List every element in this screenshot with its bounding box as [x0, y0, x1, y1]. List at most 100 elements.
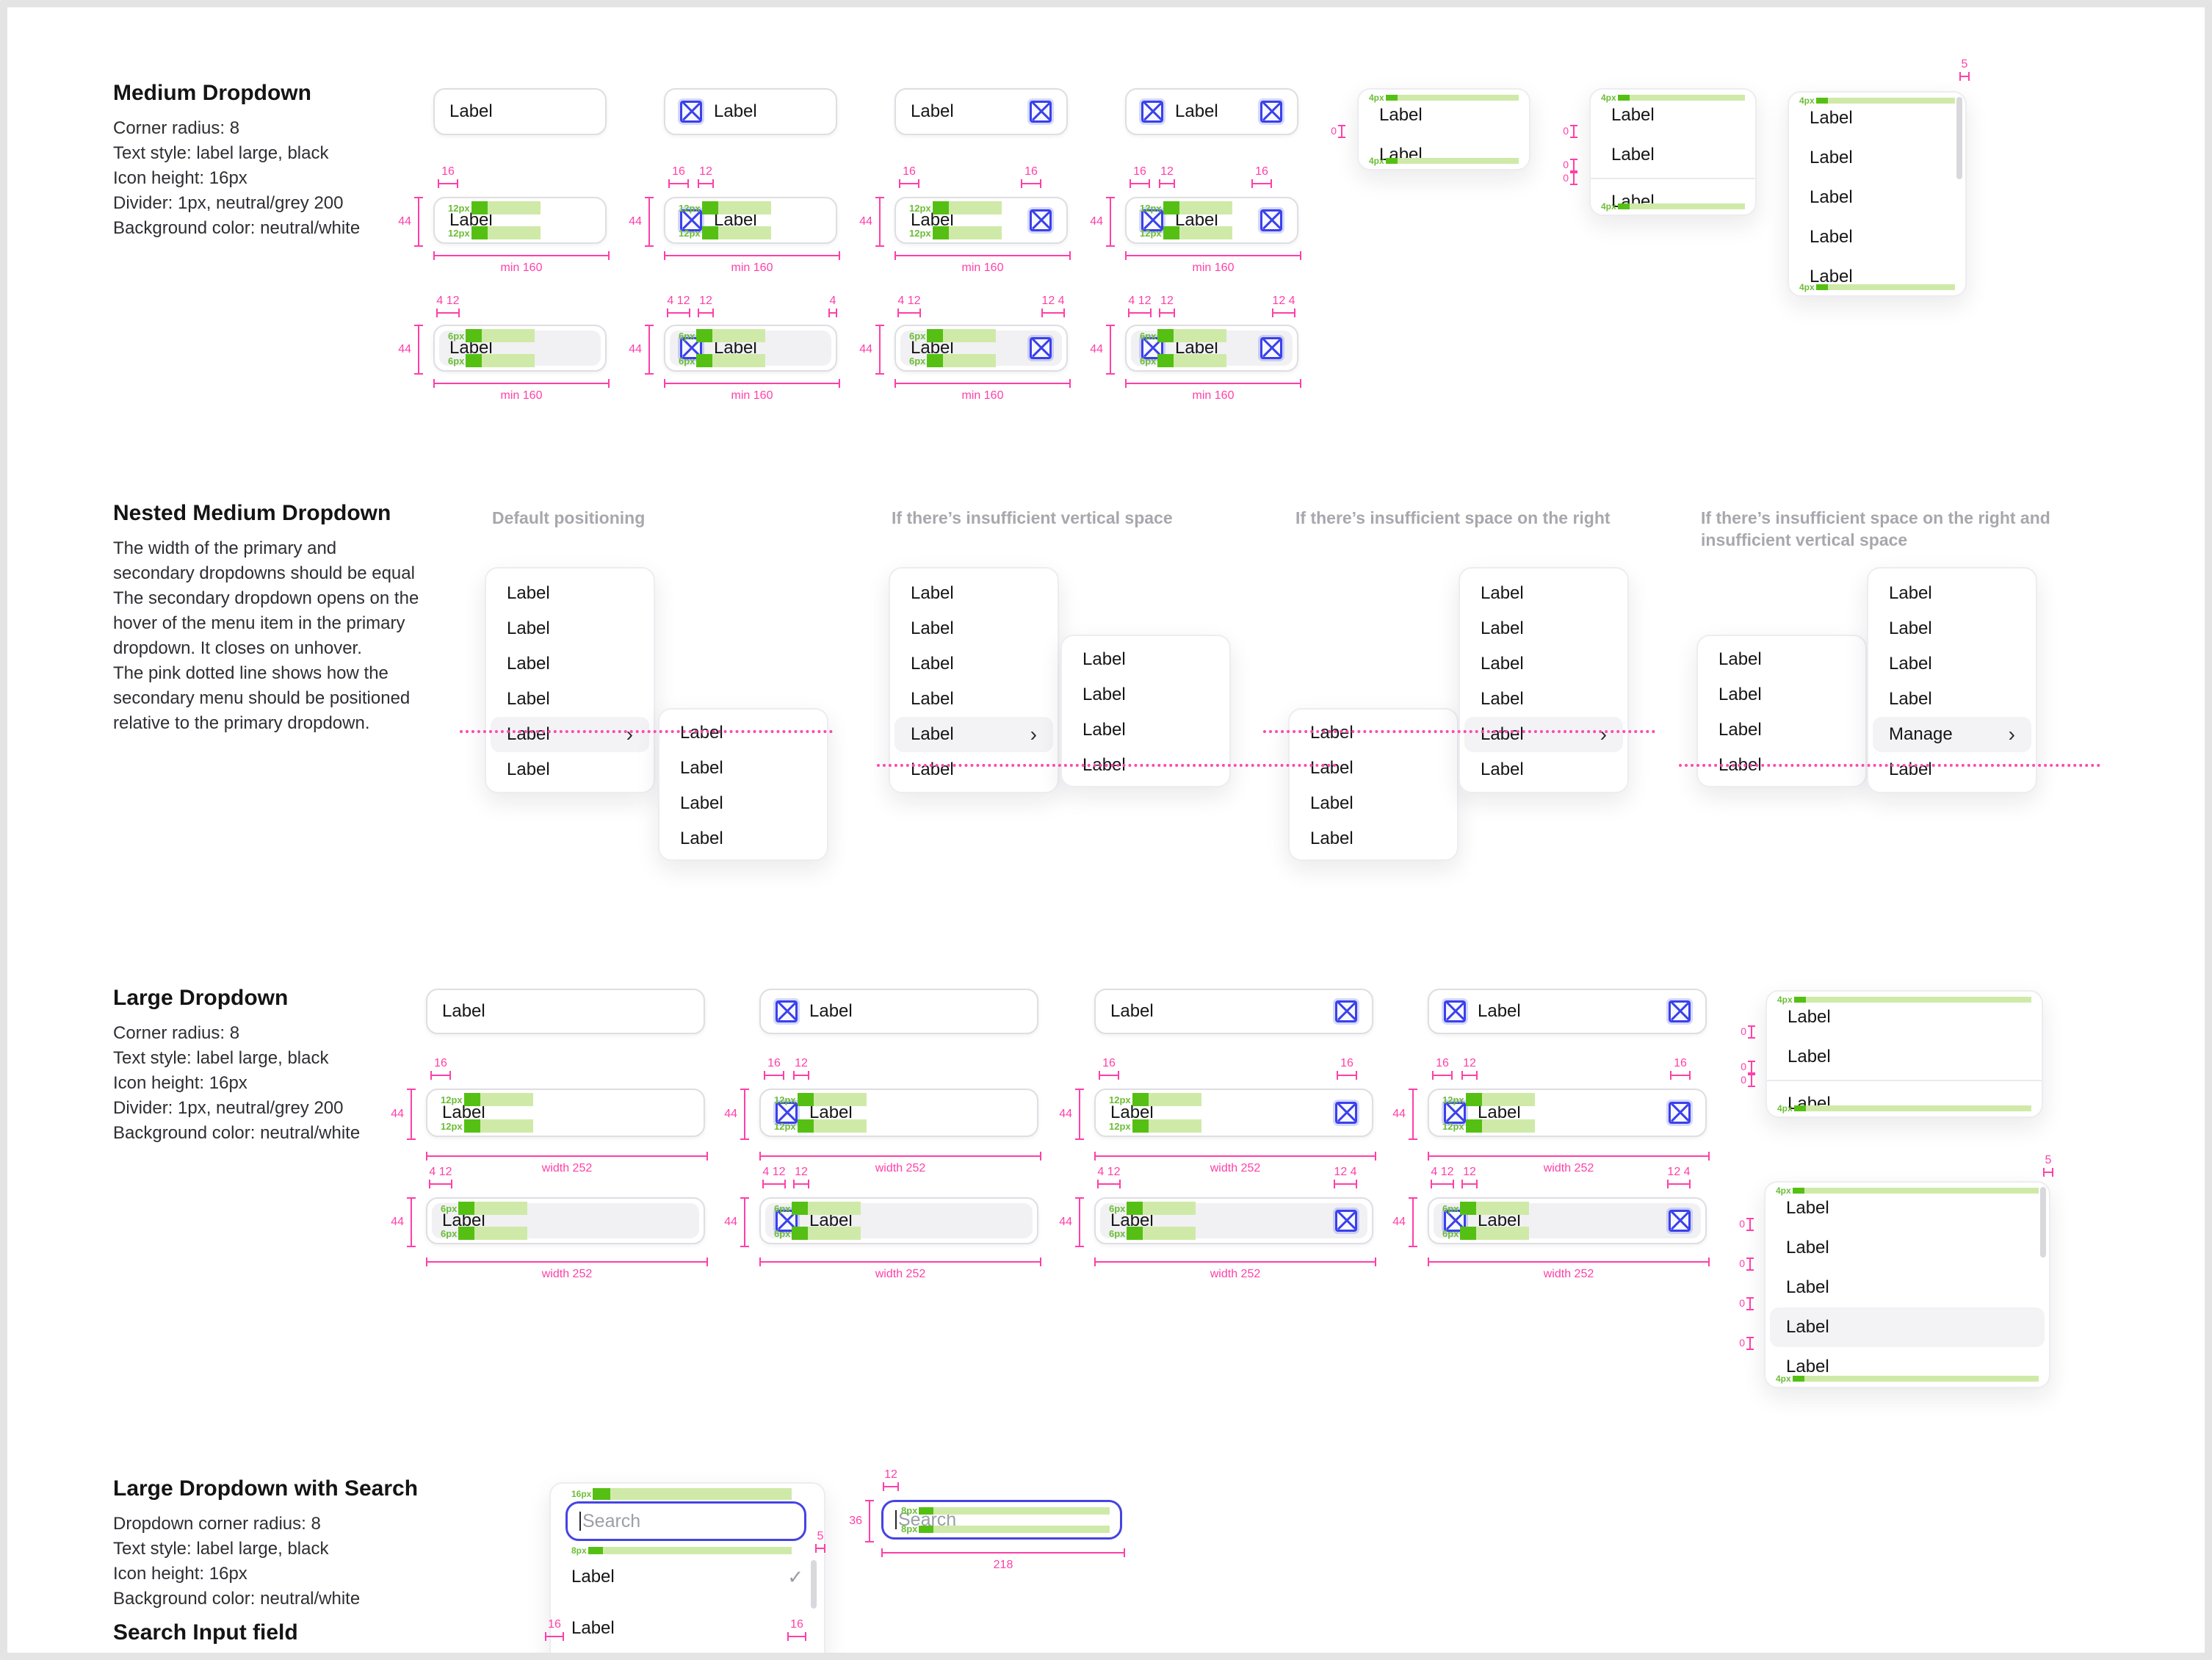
medium-dropdown-button-hover-both-icons[interactable]: 6px 6px Label — [1125, 325, 1298, 372]
menu-item[interactable]: Label — [1082, 685, 1126, 704]
menu-item[interactable]: Label — [1810, 148, 1853, 167]
large-dropdown-button-trailing-icon[interactable]: 12px 12px Label — [1094, 1089, 1373, 1137]
menu-item[interactable]: Label — [1786, 1357, 1829, 1376]
menu-item[interactable]: Label — [1718, 685, 1762, 704]
menu-item[interactable]: Label — [911, 759, 954, 779]
menu-item[interactable]: Label — [1788, 1007, 1831, 1027]
placeholder-icon — [776, 1000, 798, 1022]
medium-dropdown-button-trailing-icon[interactable]: Label — [894, 88, 1068, 135]
menu-item[interactable]: Label — [1786, 1238, 1829, 1257]
menu-item-hovered[interactable]: Label › — [1464, 717, 1623, 752]
menu-item[interactable]: Label — [571, 1618, 615, 1638]
large-dropdown-button-hover[interactable]: 6px 6px Label — [426, 1197, 705, 1244]
menu-item[interactable]: Label — [1379, 105, 1423, 125]
menu-item[interactable]: Label — [1889, 689, 1932, 709]
scrollbar[interactable] — [1956, 97, 1962, 179]
large-dropdown-button-leading-icon[interactable]: Label — [759, 989, 1038, 1034]
menu-item[interactable]: Label — [1481, 689, 1524, 709]
menu-item[interactable]: Label — [1481, 618, 1524, 638]
menu-item[interactable]: Label — [507, 583, 550, 603]
menu-item[interactable]: Label — [1082, 649, 1126, 669]
menu-item[interactable]: Label — [1788, 1047, 1831, 1067]
padding-indicator: 12px — [1140, 226, 1232, 239]
menu-item[interactable]: Label — [1310, 723, 1353, 743]
menu-item[interactable]: Label — [680, 723, 723, 743]
menu-item[interactable]: Label — [1718, 649, 1762, 669]
menu-item-selected[interactable]: Label ✓ — [551, 1557, 824, 1597]
menu-item-hovered[interactable]: Label › — [894, 717, 1053, 752]
scrollbar[interactable] — [811, 1560, 817, 1609]
menu-item[interactable]: Label — [1889, 583, 1932, 603]
menu-item[interactable]: Label — [507, 654, 550, 674]
menu-item[interactable]: Label — [1379, 145, 1423, 165]
medium-dropdown-button[interactable]: Label — [433, 88, 607, 135]
medium-dropdown-button-both-icons[interactable]: Label — [1125, 88, 1298, 135]
large-dropdown-button[interactable]: 12px 12px Label — [426, 1089, 705, 1137]
measure-12: 12 — [1461, 1057, 1478, 1080]
menu-item[interactable]: Label — [1786, 1277, 1829, 1297]
menu-item[interactable]: Label — [1481, 759, 1524, 779]
padding-indicator: 4px — [1776, 1186, 2039, 1196]
large-dropdown-button-both-icons[interactable]: 12px 12px Label — [1428, 1089, 1707, 1137]
large-dropdown-button-hover-trailing-icon[interactable]: 6px 6px Label — [1094, 1197, 1373, 1244]
medium-dropdown-button[interactable]: 12px 12px Label — [433, 197, 607, 244]
menu-item[interactable]: Label — [911, 689, 954, 709]
menu-item[interactable]: Label — [1786, 1198, 1829, 1218]
measure-12: 12 — [1159, 165, 1175, 188]
menu-item[interactable]: Label — [680, 829, 723, 848]
measure-44: 44 — [724, 1197, 749, 1247]
large-dropdown-button-hover-leading-icon[interactable]: 6px 6px Label — [759, 1197, 1038, 1244]
medium-dropdown-button-both-icons[interactable]: 12px 12px Label — [1125, 197, 1298, 244]
menu-item[interactable]: Label — [507, 618, 550, 638]
medium-dropdown-button-hover-trailing-icon[interactable]: 6px 6px Label — [894, 325, 1068, 372]
large-dropdown-button-leading-icon[interactable]: 12px 12px Label — [759, 1089, 1038, 1137]
menu-item-hovered[interactable]: Label › — [491, 717, 649, 752]
menu-item[interactable]: Label — [1082, 720, 1126, 740]
menu-item-manage-hovered[interactable]: Manage › — [1873, 717, 2031, 752]
menu-item-hovered[interactable]: Label — [1770, 1307, 2045, 1347]
menu-item[interactable]: Label — [1481, 654, 1524, 674]
menu-item[interactable]: Label — [1889, 654, 1932, 674]
medium-dropdown-button-trailing-icon[interactable]: 12px 12px Label — [894, 197, 1068, 244]
menu-item[interactable]: Label — [507, 759, 550, 779]
menu-item[interactable]: Label — [1310, 829, 1353, 848]
menu-item[interactable]: Label — [911, 654, 954, 674]
padding-indicator: 12px — [679, 226, 771, 239]
menu-item[interactable]: Label — [1810, 108, 1853, 128]
measure-min160: min 160 — [1125, 251, 1301, 274]
large-dropdown-button-hover-both-icons[interactable]: 6px 6px Label — [1428, 1197, 1707, 1244]
medium-dropdown-button-hover-leading-icon[interactable]: 6px 6px Label — [664, 325, 837, 372]
menu-item[interactable]: Label — [911, 583, 954, 603]
medium-dropdown-button-hover[interactable]: 6px 6px Label — [433, 325, 607, 372]
menu-item[interactable]: Label — [911, 618, 954, 638]
menu-item[interactable]: Label — [1889, 618, 1932, 638]
large-dropdown-button-trailing-icon[interactable]: Label — [1094, 989, 1373, 1034]
spec-line: The width of the primary and — [113, 538, 337, 558]
scrollbar[interactable] — [2040, 1187, 2046, 1257]
padding-indicator: 4px — [1601, 201, 1745, 212]
padding-indicator: 12px — [1140, 201, 1232, 214]
menu-item[interactable]: Label — [1310, 793, 1353, 813]
search-input[interactable]: Search — [565, 1501, 806, 1541]
medium-dropdown-button-leading-icon[interactable]: Label — [664, 88, 837, 135]
menu-item[interactable]: Label — [507, 689, 550, 709]
large-dropdown-button-both-icons[interactable]: Label — [1428, 989, 1707, 1034]
menu-item[interactable]: Label — [1810, 267, 1853, 286]
menu-item[interactable]: Label — [680, 758, 723, 778]
measure-0: 0 — [1741, 1074, 1755, 1087]
menu-item[interactable]: Label — [551, 1656, 824, 1660]
menu-item[interactable]: Label — [1481, 583, 1524, 603]
padding-indicator: 6px — [1140, 329, 1227, 342]
menu-item[interactable]: Label — [680, 793, 723, 813]
menu-item[interactable]: Label — [1889, 759, 1932, 779]
menu-item[interactable]: Label — [1611, 145, 1655, 165]
menu-item[interactable]: Label — [1310, 758, 1353, 778]
menu-item[interactable]: Label — [1718, 720, 1762, 740]
search-input-field[interactable]: 8px 8px Search — [881, 1500, 1122, 1540]
large-dropdown-button[interactable]: Label — [426, 989, 705, 1034]
menu-item[interactable]: Label — [1611, 105, 1655, 125]
menu-item[interactable]: Label — [1810, 187, 1853, 207]
medium-dropdown-button-leading-icon[interactable]: 12px 12px Label — [664, 197, 837, 244]
menu-item[interactable]: Label — [1810, 227, 1853, 247]
